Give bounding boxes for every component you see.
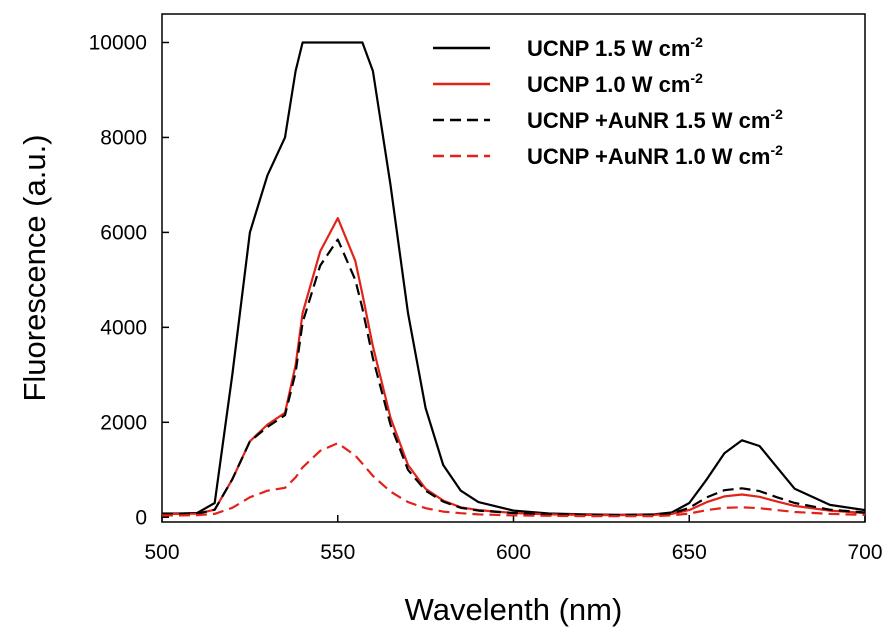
series-line-2: [162, 217, 866, 517]
legend-label-text: UCNP 1.5 W cm: [527, 36, 690, 61]
legend-label-1: UCNP 1.5 W cm-2: [527, 34, 703, 61]
x-tick-label: 700: [847, 541, 882, 564]
legend-label-superscript: -2: [770, 142, 783, 158]
y-tick-label: 8000: [100, 126, 147, 149]
y-tick-label: 0: [135, 506, 147, 529]
x-tick-label: 550: [320, 541, 355, 564]
legend-label-text: UCNP +AuNR 1.5 W cm: [527, 108, 770, 133]
x-axis-title: Wavelenth (nm): [405, 592, 623, 627]
legend-label-superscript: -2: [690, 34, 703, 50]
y-tick-label: 2000: [100, 411, 147, 434]
y-tick-label: 6000: [100, 221, 147, 244]
x-tick-label: 500: [144, 541, 179, 564]
axis-ticks: 500 550 600 650 700 0 2000 4000 6000 8000 10000: [89, 31, 883, 564]
series-group: [162, 41, 866, 518]
legend-label-superscript: -2: [690, 70, 703, 86]
y-axis-title: Fluorescence (a.u.): [17, 134, 52, 401]
y-tick-label: 4000: [100, 316, 147, 339]
legend-label-text: UCNP 1.0 W cm: [527, 72, 690, 97]
series-line-3: [162, 238, 866, 517]
x-tick-label: 650: [672, 541, 707, 564]
legend-label-4: UCNP +AuNR 1.0 W cm-2: [527, 142, 783, 169]
legend-label-superscript: -2: [770, 106, 783, 122]
legend-label-text: UCNP +AuNR 1.0 W cm: [527, 144, 770, 169]
legend-label-3: UCNP +AuNR 1.5 W cm-2: [527, 106, 783, 133]
legend-label-2: UCNP 1.0 W cm-2: [527, 70, 703, 97]
x-tick-label: 600: [496, 541, 531, 564]
y-tick-label: 10000: [89, 31, 147, 54]
series-line-1: [162, 41, 866, 517]
series-line-4: [162, 442, 866, 518]
